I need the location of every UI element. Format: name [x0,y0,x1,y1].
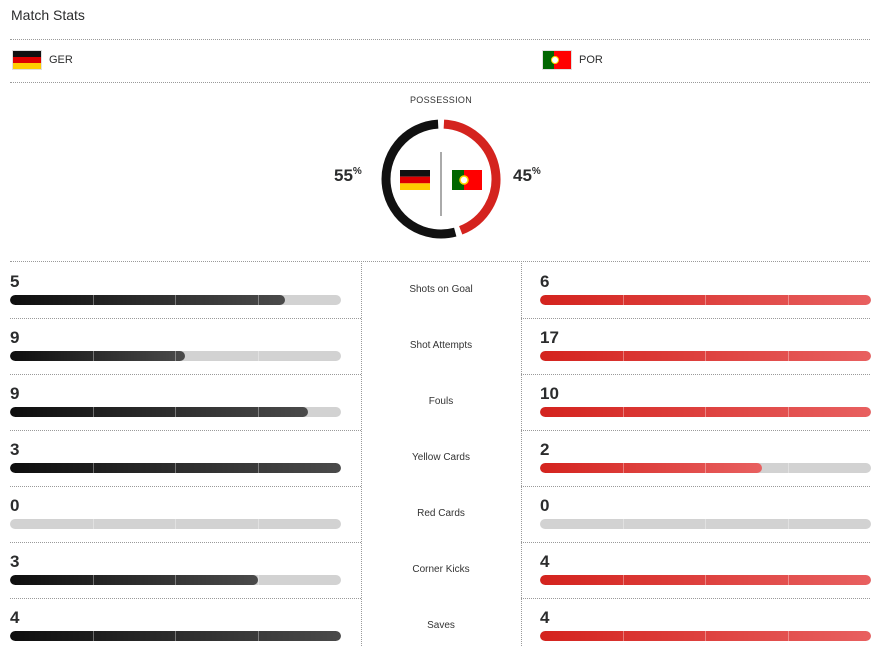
divider [10,82,870,83]
away-stat-value: 2 [540,440,550,459]
home-stat-bar-fill [10,407,308,417]
row-divider [10,318,361,319]
home-stat-bar [10,631,341,641]
stat-row: 3 Corner Kicks 4 [0,542,882,598]
away-stat-bar [540,575,871,585]
divider [10,261,870,262]
away-team-header: POR [542,50,603,70]
row-divider [521,318,870,319]
away-stat-bar-fill [540,407,871,417]
stat-label: Red Cards [417,508,465,519]
away-team-abbr: POR [579,54,603,66]
away-stat-bar-fill [540,631,871,641]
away-stat-value: 17 [540,328,559,347]
home-stat-value: 3 [10,440,20,459]
column-divider [521,261,522,646]
row-divider [521,374,870,375]
stat-label: Fouls [428,396,454,407]
stat-row: 5 Shots on Goal 6 [0,262,882,318]
away-stat-bar [540,295,871,305]
away-stat-bar [540,631,871,641]
away-stat-bar-fill [540,295,871,305]
home-stat-bar [10,519,341,529]
divider [10,39,870,40]
row-divider [10,374,361,375]
portugal-flag-icon [542,50,572,70]
away-stat-value: 4 [540,608,550,627]
home-stat-value: 5 [10,272,20,291]
home-stat-bar [10,463,341,473]
germany-flag-icon [12,50,42,70]
home-stat-value: 9 [10,384,20,403]
home-stat-bar-fill [10,351,259,361]
home-stat-bar [10,575,341,585]
home-stat-bar-fill [10,631,341,641]
stat-label: Shot Attempts [409,340,473,351]
row-divider [10,598,361,599]
row-divider [521,430,870,431]
home-team-header: GER [12,50,73,70]
column-divider [361,261,362,646]
away-stat-value: 6 [540,272,550,291]
home-stat-bar [10,407,341,417]
away-stat-bar-fill [540,351,871,361]
home-stat-bar-fill [10,463,341,473]
germany-flag-icon [400,170,430,190]
away-stat-value: 10 [540,384,559,403]
possession-donut-chart [381,119,501,239]
stat-label: Yellow Cards [412,452,470,463]
away-stat-bar [540,519,871,529]
stat-label: Corner Kicks [412,564,470,575]
row-divider [10,430,361,431]
stat-row: 0 Red Cards 0 [0,486,882,542]
stat-row: 9 Fouls 10 [0,374,882,430]
home-stat-bar-fill [10,575,259,585]
page-title: Match Stats [11,7,85,23]
home-stat-value: 4 [10,608,20,627]
stat-row: 4 Saves 4 [0,598,882,654]
stat-label: Shots on Goal [409,284,473,295]
home-stat-value: 3 [10,552,20,571]
stat-row: 9 Shot Attempts 17 [0,318,882,374]
away-stat-value: 4 [540,552,550,571]
home-stat-value: 9 [10,328,20,347]
away-stat-bar [540,351,871,361]
row-divider [521,542,870,543]
away-stat-bar [540,407,871,417]
possession-label: POSSESSION [409,95,473,105]
row-divider [10,486,361,487]
away-possession-arc [443,119,501,235]
home-possession-value: 55% [334,166,362,185]
away-stat-bar [540,463,871,473]
home-stat-bar-fill [10,295,285,305]
row-divider [10,542,361,543]
row-divider [521,486,870,487]
away-possession-value: 45% [513,166,541,185]
row-divider [521,598,870,599]
stat-row: 3 Yellow Cards 2 [0,430,882,486]
stat-label: Saves [427,620,455,631]
home-possession-arc [381,119,457,239]
home-stat-value: 0 [10,496,20,515]
home-team-abbr: GER [49,54,73,66]
away-stat-bar-fill [540,575,871,585]
portugal-flag-icon [452,170,482,190]
home-stat-bar [10,351,341,361]
home-stat-bar [10,295,341,305]
away-stat-value: 0 [540,496,550,515]
away-stat-bar-fill [540,463,789,473]
